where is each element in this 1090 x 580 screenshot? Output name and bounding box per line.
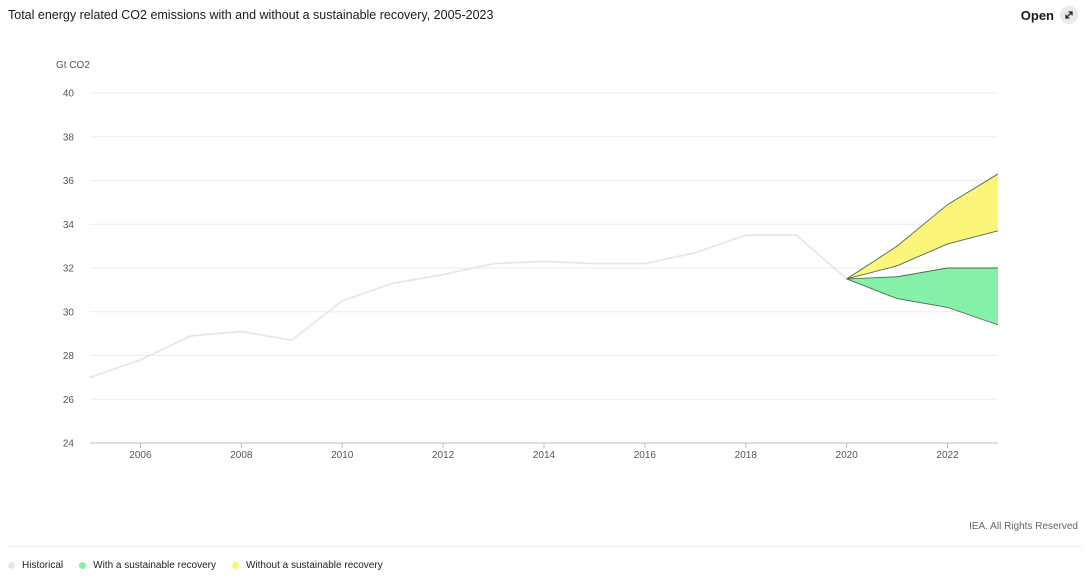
legend-item-historical[interactable]: Historical [8,560,63,571]
x-tick-label: 2016 [634,450,657,461]
y-tick-label: 24 [63,439,75,450]
x-tick-label: 2018 [735,450,758,461]
band-with-a-sustainable-recovery[interactable] [846,268,998,325]
legend-label-without-sustainable-recovery: Without a sustainable recovery [245,560,383,571]
x-axis-ticks: 2006 2008 2010 2012 2014 2016 2018 2020 2022 [129,443,959,461]
x-tick-label: 2022 [936,450,959,461]
x-tick-label: 2010 [331,450,354,461]
legend-divider [8,546,1082,547]
legend-label-with-sustainable-recovery: With a sustainable recovery [93,560,216,571]
series-marks [89,173,999,379]
band-lower-line-with-a-sustainable-recovery [846,278,999,326]
gridlines [90,92,998,444]
open-button[interactable]: Open [1021,6,1078,24]
legend-label-historical: Historical [22,560,64,571]
y-tick-label: 26 [63,395,75,406]
band-upper-line-with-a-sustainable-recovery [846,267,998,280]
legend-item-without-sustainable-recovery[interactable]: Without a sustainable recovery [231,560,383,571]
line-historical[interactable] [89,234,848,379]
x-tick-label: 2012 [432,450,455,461]
legend-swatch-with-sustainable-recovery [79,562,87,569]
open-button-label: Open [1020,7,1054,23]
legend: Historical With a sustainable recovery W… [8,560,383,571]
y-tick-label: 32 [63,264,75,275]
band-lower-line-without-a-sustainable-recovery [846,230,999,280]
legend-swatch-without-sustainable-recovery [231,562,239,569]
band-upper-line-without-a-sustainable-recovery [846,173,999,280]
x-tick-label: 2014 [533,450,556,461]
y-axis-title: Gt CO2 [56,60,90,71]
legend-swatch-historical [8,562,15,569]
y-tick-label: 38 [63,132,75,143]
y-tick-label: 36 [63,176,75,187]
y-tick-label: 34 [63,220,75,231]
y-tick-label: 28 [63,351,75,362]
legend-item-with-sustainable-recovery[interactable]: With a sustainable recovery [79,560,216,571]
x-tick-label: 2020 [836,450,859,461]
band-without-a-sustainable-recovery[interactable] [846,173,998,279]
expand-icon [1060,6,1078,24]
y-axis-ticks: 24 26 28 30 32 34 36 38 40 [63,89,75,450]
credit-text: IEA. All Rights Reserved [969,521,1078,532]
y-tick-label: 30 [63,307,75,318]
y-tick-label: 40 [63,89,75,100]
x-tick-label: 2006 [129,450,152,461]
x-tick-label: 2008 [230,450,253,461]
chart-title: Total energy related CO2 emissions with … [8,8,494,22]
